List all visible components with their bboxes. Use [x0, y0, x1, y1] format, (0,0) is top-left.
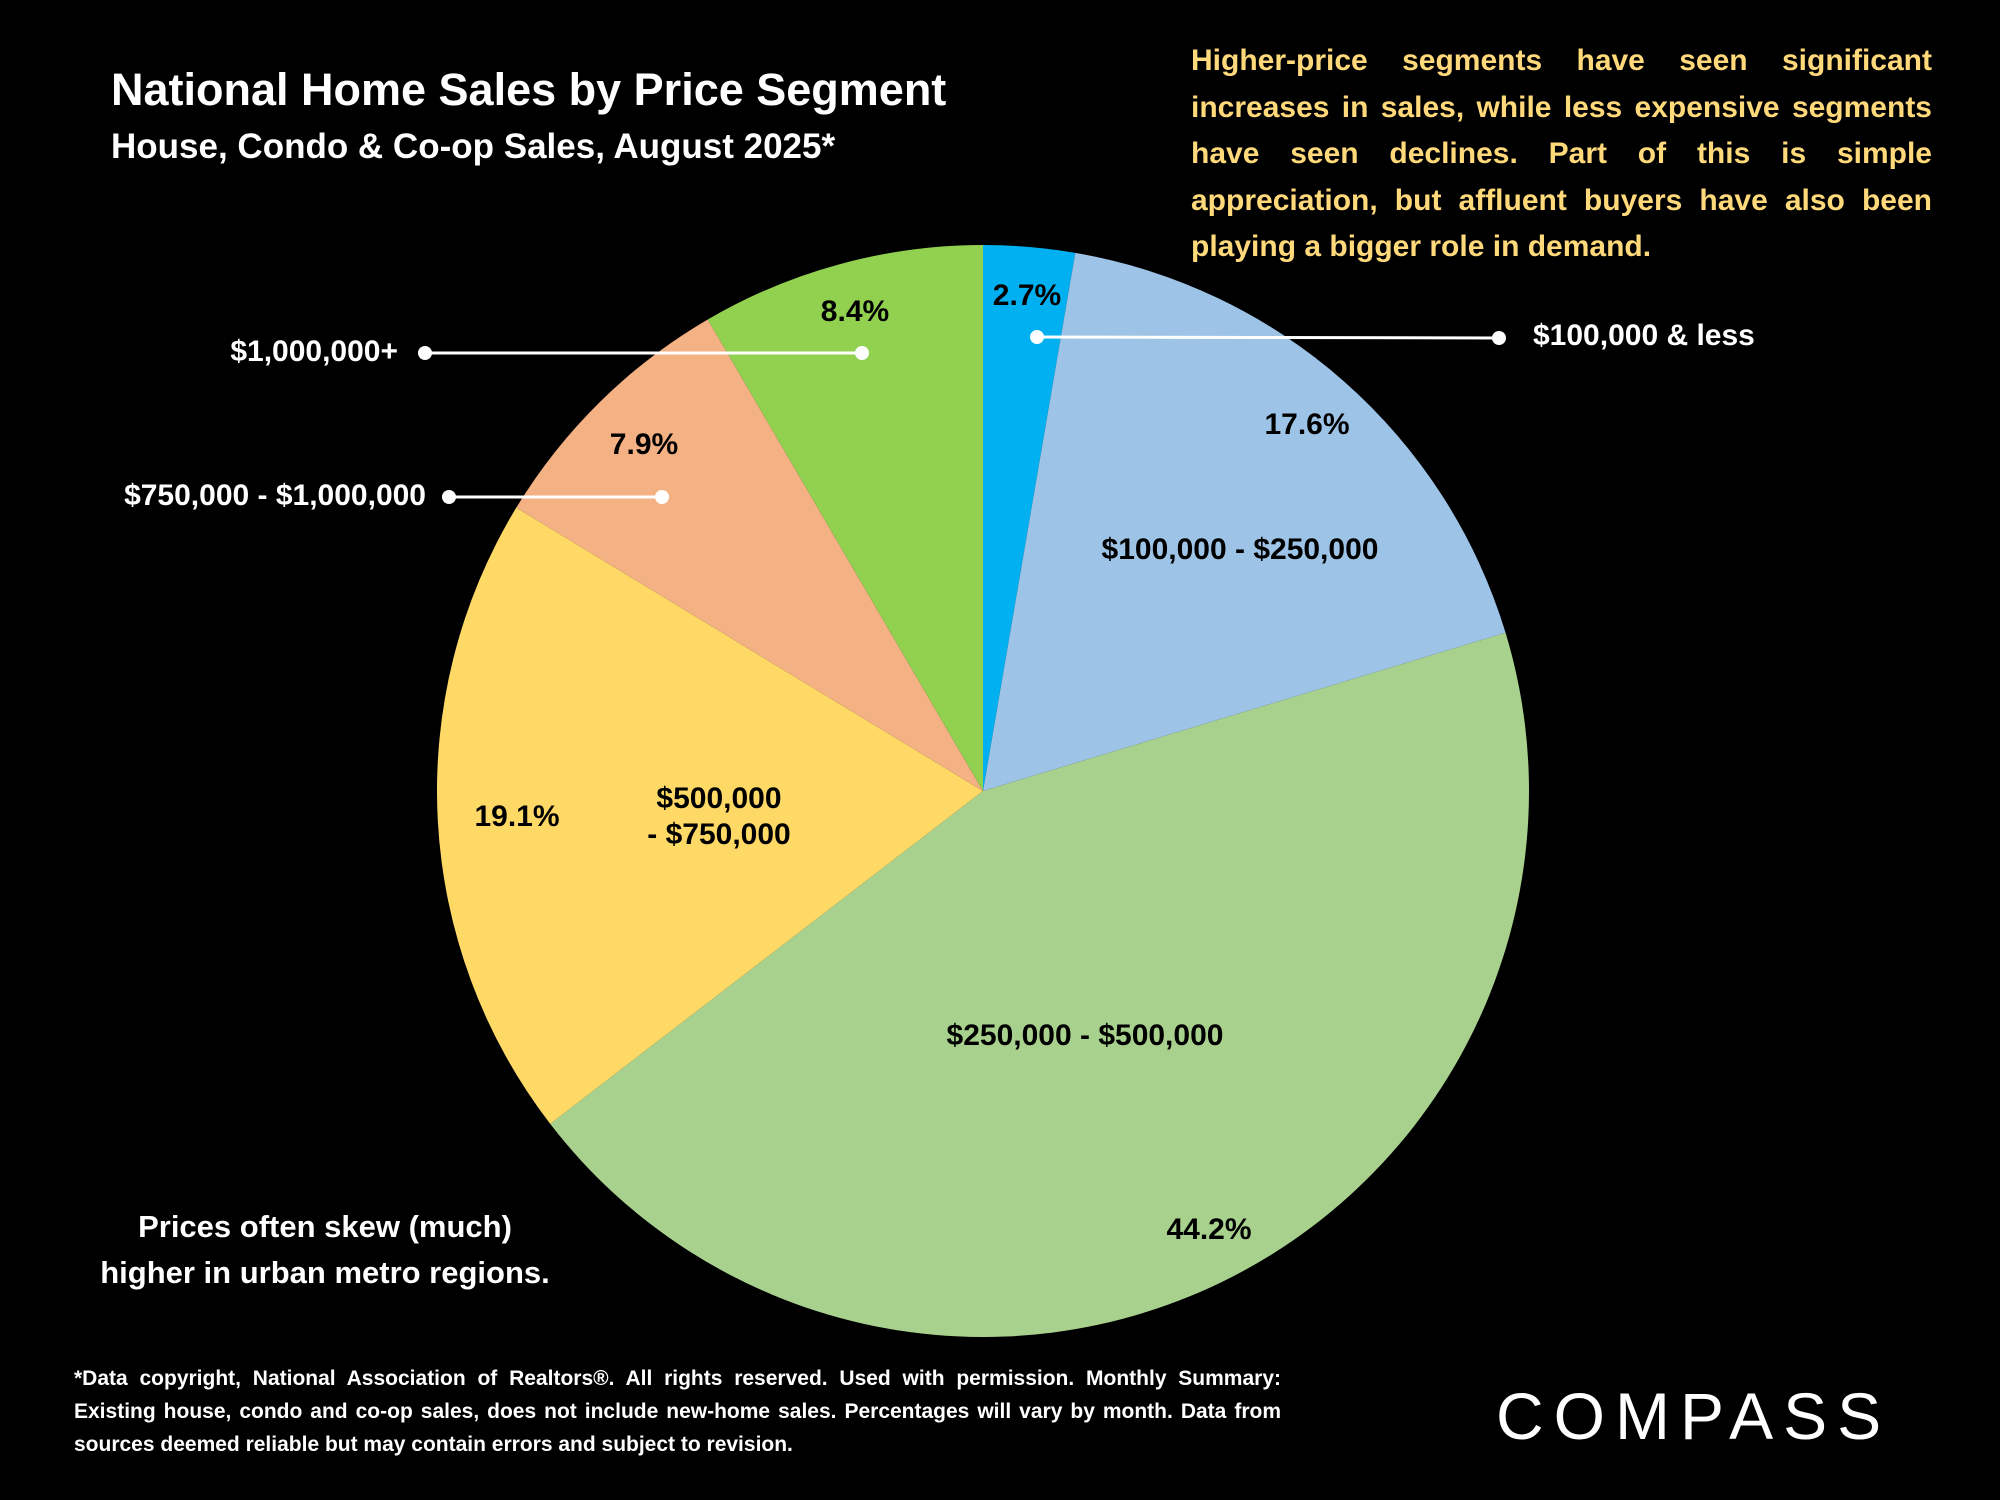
data-label: 8.4% [821, 295, 889, 328]
category-label: $100,000 - $250,000 [1102, 533, 1379, 566]
leader-dot [1030, 330, 1044, 344]
category-label: $100,000 & less [1533, 319, 1755, 352]
category-label: $750,000 - $1,000,000 [124, 479, 426, 512]
leader-dot [855, 346, 869, 360]
leader-dot [418, 346, 432, 360]
pie-slice [707, 245, 983, 791]
pie-slice [550, 632, 1529, 1337]
pie-slice [437, 507, 984, 1124]
data-label: 17.6% [1264, 408, 1349, 441]
leader-dot [655, 490, 669, 504]
category-label: $500,000- $750,000 [647, 782, 790, 851]
leader-dot [442, 490, 456, 504]
leader-line [1036, 335, 1500, 340]
pie-slice [983, 245, 1076, 791]
pie-slice [983, 252, 1506, 792]
data-label: 2.7% [993, 279, 1061, 312]
pie-slice [516, 319, 983, 791]
category-label: $250,000 - $500,000 [947, 1019, 1224, 1052]
data-label: 44.2% [1166, 1213, 1251, 1246]
footnote: *Data copyright, National Association of… [74, 1367, 1281, 1456]
note: Prices often skew (much) higher in urban… [100, 1209, 550, 1290]
chart-subtitle: House, Condo & Co-op Sales, August 2025* [111, 127, 836, 166]
chart-title: National Home Sales by Price Segment [111, 64, 947, 115]
data-label: 19.1% [474, 800, 559, 833]
leader-dot [1492, 331, 1506, 345]
data-label: 7.9% [610, 428, 678, 461]
category-label: $1,000,000+ [230, 335, 398, 368]
logo: COMPASS [1496, 1379, 1892, 1453]
annotation: Higher-price segments have seen signific… [1191, 44, 1932, 263]
